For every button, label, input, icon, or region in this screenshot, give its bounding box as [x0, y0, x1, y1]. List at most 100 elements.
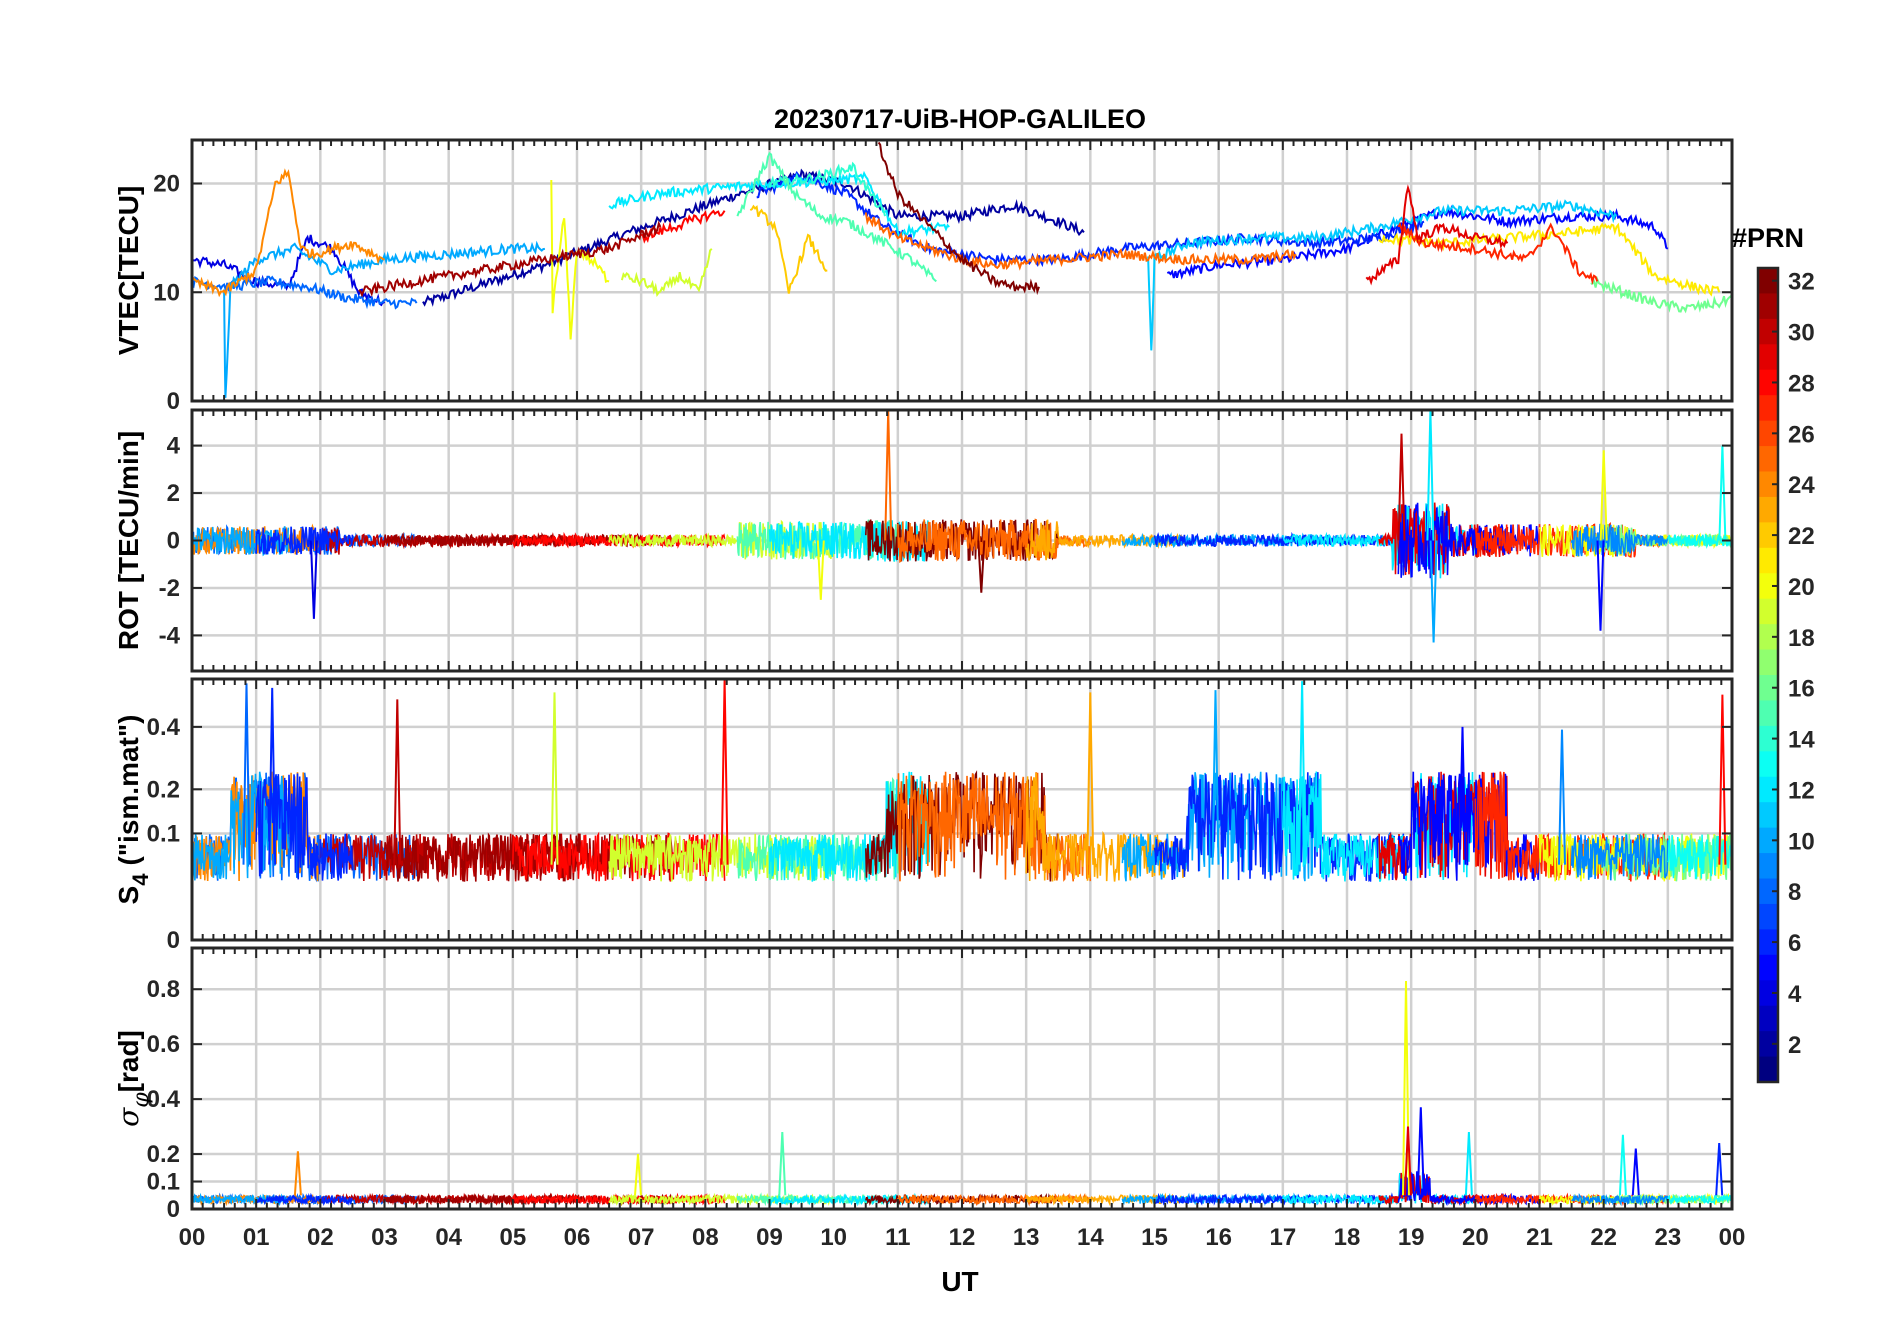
- colorbar-tick-label: 6: [1788, 930, 1801, 957]
- colorbar-tick-label: 8: [1788, 879, 1801, 906]
- colorbar-segment: [1758, 751, 1778, 778]
- spike-prn30: [1397, 433, 1406, 541]
- x-tick-label: 23: [1654, 1224, 1681, 1251]
- noise-series-prn6: [255, 526, 354, 555]
- y-tick-label: 0: [167, 1196, 180, 1223]
- noise-series-prn12: [1282, 1170, 1477, 1206]
- noise-series-prn6: [255, 1192, 353, 1207]
- y-axis-label-main: S: [113, 886, 144, 905]
- spike-prn32: [977, 540, 986, 593]
- colorbar-tick-label: 28: [1788, 370, 1815, 397]
- spike-prn20: [816, 540, 825, 600]
- x-tick-label: 08: [692, 1224, 719, 1251]
- spike-prn13: [1618, 1134, 1627, 1196]
- colorbar-tick-label: 30: [1788, 320, 1815, 347]
- series-group: [192, 141, 1732, 398]
- y-tick-label: 0.4: [147, 714, 181, 741]
- noise-series-prn15: [736, 519, 899, 562]
- colorbar-segment: [1758, 802, 1778, 829]
- colorbar-tick-label: 12: [1788, 777, 1815, 804]
- noise-series-prn13: [1667, 834, 1732, 880]
- x-tick-label: 20: [1462, 1224, 1489, 1251]
- series-group: [192, 679, 1732, 883]
- vtec-series-prn19: [620, 248, 713, 298]
- vtec-series-prn25: [864, 212, 1297, 271]
- colorbar-segment: [1758, 954, 1778, 981]
- y-axis-label-main: σ: [112, 1107, 145, 1127]
- noise-series-prn6: [255, 773, 354, 881]
- y-tick-label: 0.6: [147, 1031, 180, 1058]
- colorbar-segment: [1758, 268, 1778, 295]
- colorbar-segment: [1758, 1056, 1778, 1083]
- vtec-series-prn27: [1397, 221, 1599, 286]
- colorbar-segment: [1758, 649, 1778, 676]
- x-tick-label: 09: [756, 1224, 783, 1251]
- spike-prn25: [884, 410, 893, 541]
- colorbar-tick-label: 20: [1788, 574, 1815, 601]
- y-axis-label-tail: ("ism.mat"): [113, 715, 144, 866]
- x-ticks: [191, 948, 1733, 1209]
- colorbar-segment: [1758, 853, 1778, 880]
- x-tick-label: 21: [1526, 1224, 1553, 1251]
- panel-sigma: 00.10.2 0.4 0.6 0.8 σφ[rad]: [112, 946, 1734, 1223]
- colorbar-segment: [1758, 471, 1778, 498]
- x-ticks: [191, 140, 1733, 401]
- y-tick-label: 0.1: [147, 820, 180, 847]
- spike-prn28: [1718, 694, 1727, 865]
- colorbar-segment: [1758, 776, 1778, 803]
- noise-series-prn23: [1026, 1192, 1188, 1207]
- x-tick-label: 03: [371, 1224, 398, 1251]
- spike-prn4: [309, 540, 318, 619]
- y-axis-label-tail: [rad]: [113, 1030, 144, 1092]
- spike-prn5: [1596, 540, 1605, 631]
- y-tick-label: 20: [153, 171, 180, 198]
- colorbar-tick-label: 32: [1788, 269, 1815, 296]
- noise-series-prn13: [1667, 1193, 1732, 1206]
- colorbar-tick-label: 22: [1788, 523, 1815, 550]
- spike-prn29: [1404, 1126, 1412, 1196]
- y-tick-label: 0.2: [147, 1141, 180, 1168]
- x-tick-label: 22: [1590, 1224, 1617, 1251]
- colorbar-segment: [1758, 980, 1778, 1007]
- panel-rot: -4 -2 0 2 4 ROT [TECU/min]: [113, 408, 1734, 673]
- y-axis-label: σφ[rad]: [112, 1030, 154, 1127]
- noise-series-prn5: [1397, 502, 1541, 579]
- colorbar-tick-label: 26: [1788, 421, 1815, 448]
- x-tick-label: 10: [820, 1224, 847, 1251]
- spike-prn6: [1715, 1143, 1724, 1196]
- x-ticks: [191, 410, 1733, 671]
- vtec-series-prn15: [736, 151, 937, 283]
- y-tick-label: 4: [167, 433, 181, 460]
- colorbar-segment: [1758, 395, 1778, 422]
- spike-prn24: [293, 1151, 302, 1196]
- colorbar-segment: [1758, 344, 1778, 371]
- x-tick-label: 17: [1269, 1224, 1296, 1251]
- colorbar-segment: [1758, 675, 1778, 702]
- y-tick-label: 0: [167, 528, 180, 555]
- y-axis-label-sub: φ: [129, 1092, 154, 1108]
- y-axis-label: VTEC[TECU]: [113, 186, 144, 356]
- colorbar-tick-label: 14: [1788, 727, 1815, 754]
- y-tick-label: -2: [159, 575, 180, 602]
- colorbar-tick-label: 10: [1788, 828, 1815, 855]
- vtec-series-prn12: [608, 170, 950, 240]
- spike-prn9: [1558, 729, 1566, 865]
- spike-prn12: [1464, 1132, 1473, 1196]
- colorbar-segment: [1758, 446, 1778, 473]
- colorbar-tick-label: 16: [1788, 676, 1815, 703]
- colorbar-segment: [1758, 624, 1778, 651]
- vtec-series-prn24: [192, 168, 385, 298]
- panel-s4: 0 0.1 0.2 0.4 S4 ("ism.mat"): [113, 677, 1734, 954]
- x-tick-label: 00: [1719, 1224, 1746, 1251]
- y-tick-label: 0.1: [147, 1169, 180, 1196]
- x-tick-label: 19: [1398, 1224, 1425, 1251]
- x-tick-label: 00: [179, 1224, 206, 1251]
- y-tick-label: 0: [167, 927, 180, 954]
- colorbar-tick-label: 2: [1788, 1032, 1801, 1059]
- x-tick-label: 16: [1205, 1224, 1232, 1251]
- spike-prn30: [393, 699, 402, 865]
- colorbar-segment: [1758, 496, 1778, 523]
- spike-prn6: [268, 687, 277, 865]
- y-tick-label: 10: [153, 279, 180, 306]
